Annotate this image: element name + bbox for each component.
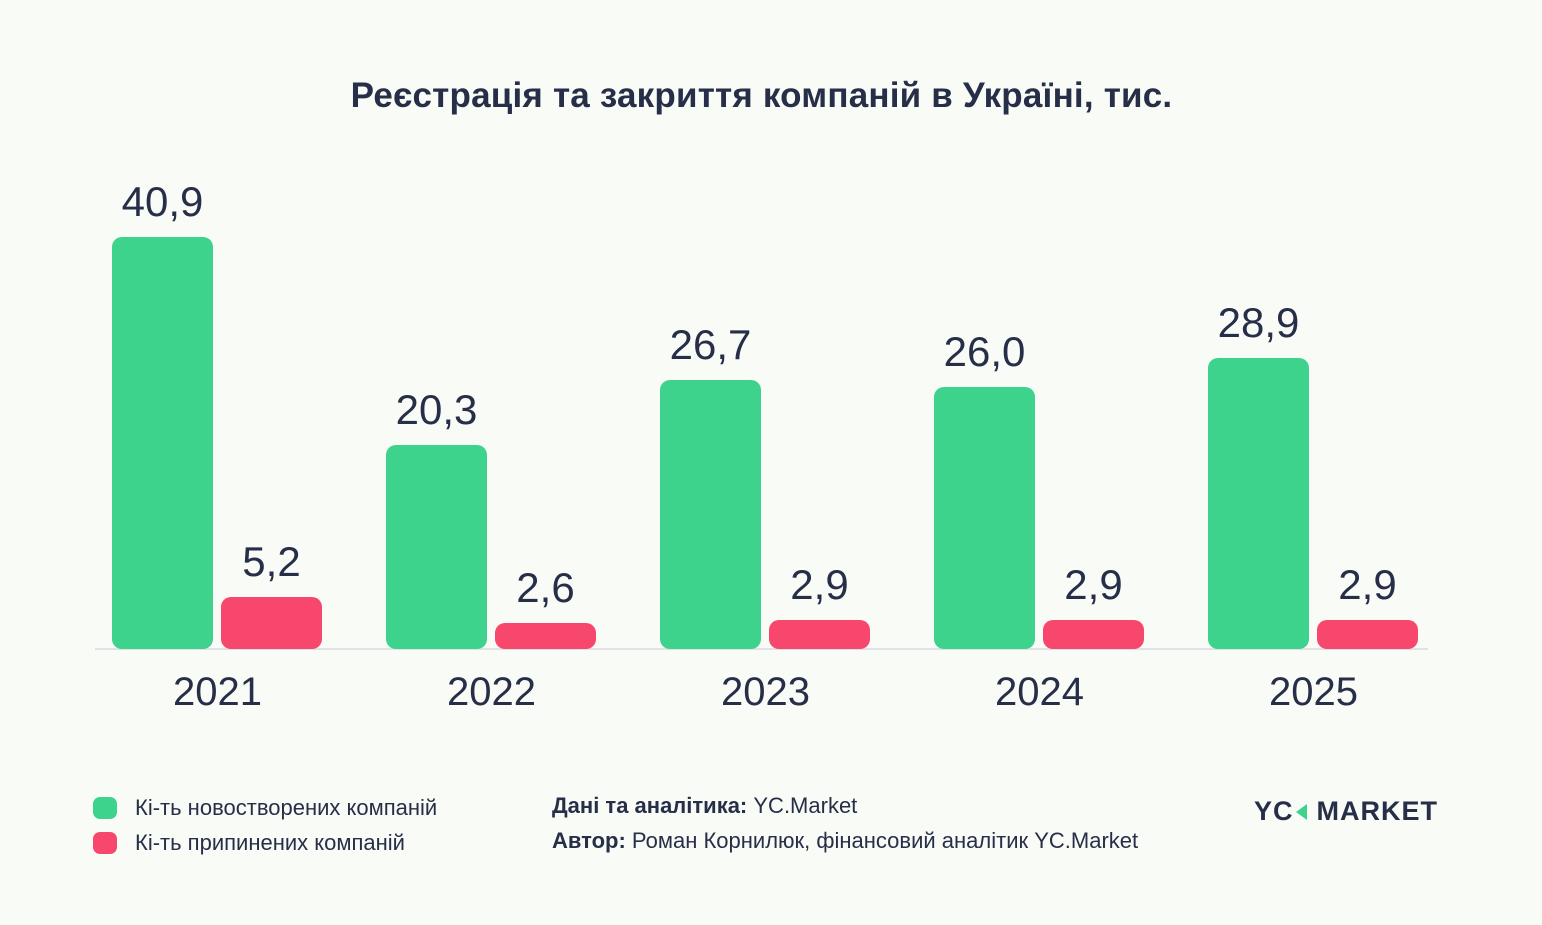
credits-author-line: Автор: Роман Корнилюк, фінансовий аналіт… bbox=[552, 823, 1138, 858]
logo-text-yc: YC bbox=[1253, 796, 1294, 826]
credits-source-value: YC.Market bbox=[747, 793, 858, 818]
bar-registered-2023 bbox=[660, 380, 761, 649]
logo-play-triangle-icon bbox=[1295, 803, 1307, 820]
x-axis-label-2023: 2023 bbox=[721, 670, 810, 714]
legend-item-registered: Кі-ть новостворених компаній bbox=[93, 790, 437, 825]
credits: Дані та аналітика: YC.Market Автор: Рома… bbox=[552, 788, 1138, 858]
bar-registered-2021 bbox=[112, 237, 213, 649]
x-axis-label-2024: 2024 bbox=[995, 670, 1084, 714]
bar-chart-plot: 40,9 5,2 20,3 2,6 26,7 2,9 26,0 2,9 28,9 2,9 2021… bbox=[95, 178, 1428, 714]
value-label-closed-2021: 5,2 bbox=[242, 538, 301, 585]
legend-label-registered: Кі-ть новостворених компаній bbox=[135, 794, 438, 820]
bar-closed-2021 bbox=[221, 597, 322, 649]
bar-closed-2023 bbox=[769, 620, 870, 649]
legend-swatch-red-icon bbox=[93, 831, 117, 854]
value-label-registered-2022: 20,3 bbox=[395, 386, 478, 433]
value-label-closed-2023: 2,9 bbox=[790, 561, 849, 608]
x-axis-label-2021: 2021 bbox=[173, 670, 262, 714]
logo-text-market: MARKET bbox=[1316, 796, 1438, 826]
credits-author-label: Автор: bbox=[552, 828, 626, 853]
value-label-closed-2025: 2,9 bbox=[1338, 561, 1397, 608]
legend-item-closed: Кі-ть припинених компаній bbox=[93, 825, 437, 860]
chart-title: Реєстрація та закриття компаній в Україн… bbox=[350, 76, 1173, 115]
legend-label-closed: Кі-ть припинених компаній bbox=[135, 829, 405, 855]
value-label-closed-2024: 2,9 bbox=[1064, 561, 1123, 608]
credits-source-line: Дані та аналітика: YC.Market bbox=[552, 788, 1138, 823]
credits-source-label: Дані та аналітика: bbox=[552, 793, 748, 818]
value-label-registered-2023: 26,7 bbox=[669, 321, 752, 368]
legend: Кі-ть новостворених компаній Кі-ть припи… bbox=[93, 790, 437, 860]
x-axis-label-2022: 2022 bbox=[447, 670, 536, 714]
yc-market-logo: YC MARKET bbox=[1254, 796, 1438, 827]
footer: Кі-ть новостворених компаній Кі-ть припи… bbox=[0, 780, 1542, 900]
legend-swatch-green-icon bbox=[93, 796, 117, 819]
bar-closed-2025 bbox=[1317, 620, 1418, 649]
bar-registered-2025 bbox=[1208, 358, 1309, 649]
x-axis-label-2025: 2025 bbox=[1269, 670, 1358, 714]
value-label-registered-2021: 40,9 bbox=[121, 178, 204, 225]
credits-author-value: Роман Корнилюк, фінансовий аналітик YC.M… bbox=[625, 828, 1139, 853]
bar-closed-2022 bbox=[495, 623, 596, 649]
x-axis-line bbox=[95, 648, 1428, 650]
value-label-registered-2025: 28,9 bbox=[1217, 299, 1300, 346]
bar-registered-2024 bbox=[934, 387, 1035, 649]
bar-closed-2024 bbox=[1043, 620, 1144, 649]
value-label-registered-2024: 26,0 bbox=[943, 328, 1026, 375]
bar-registered-2022 bbox=[386, 445, 487, 649]
value-label-closed-2022: 2,6 bbox=[516, 564, 575, 611]
